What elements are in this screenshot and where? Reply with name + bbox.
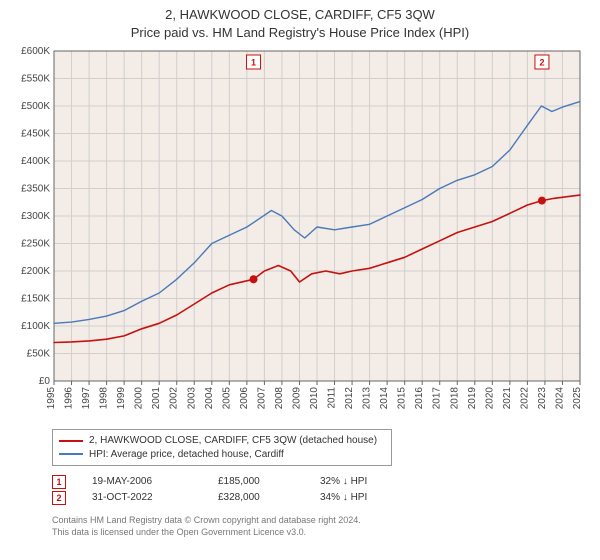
x-tick-label: 2012 (344, 387, 355, 410)
x-tick-label: 2007 (256, 387, 267, 410)
x-tick-label: 2010 (309, 387, 320, 410)
y-tick-label: £500K (21, 101, 50, 112)
legend: 2, HAWKWOOD CLOSE, CARDIFF, CF5 3QW (det… (52, 429, 392, 466)
y-tick-label: £600K (21, 46, 50, 57)
x-tick-label: 2013 (362, 387, 373, 410)
x-tick-label: 1996 (64, 387, 75, 410)
sale-badge: 1 (52, 475, 66, 489)
sale-date: 31-OCT-2022 (92, 490, 192, 506)
x-tick-label: 2020 (484, 387, 495, 410)
chart-title: 2, HAWKWOOD CLOSE, CARDIFF, CF5 3QW Pric… (10, 6, 590, 41)
sale-price: £328,000 (218, 490, 294, 506)
x-tick-label: 2002 (169, 387, 180, 410)
sales-table: 1 19-MAY-2006 £185,000 32% ↓ HPI 2 31-OCT-202… (52, 474, 586, 506)
y-tick-label: £550K (21, 74, 50, 85)
x-tick-label: 2005 (221, 387, 232, 410)
y-tick-label: £100K (21, 321, 50, 332)
legend-row: 2, HAWKWOOD CLOSE, CARDIFF, CF5 3QW (det… (59, 434, 385, 448)
y-tick-label: £300K (21, 211, 50, 222)
chart-title-line-1: 2, HAWKWOOD CLOSE, CARDIFF, CF5 3QW (10, 6, 590, 24)
y-tick-label: £50K (27, 349, 51, 360)
page-root: 2, HAWKWOOD CLOSE, CARDIFF, CF5 3QW Pric… (0, 0, 600, 560)
sale-marker-dot (250, 275, 258, 283)
y-tick-label: £400K (21, 156, 50, 167)
x-tick-label: 2006 (239, 387, 250, 410)
x-tick-label: 2001 (151, 387, 162, 410)
sale-marker-badge-number: 1 (251, 58, 256, 68)
sale-badge: 2 (52, 491, 66, 505)
y-tick-label: £450K (21, 129, 50, 140)
sale-date: 19-MAY-2006 (92, 474, 192, 490)
y-tick-label: £200K (21, 266, 50, 277)
x-tick-label: 2023 (537, 387, 548, 410)
sale-marker-badge-number: 2 (539, 58, 544, 68)
x-tick-label: 2011 (327, 387, 338, 409)
x-tick-label: 2021 (502, 387, 513, 410)
sale-delta: 32% ↓ HPI (320, 474, 406, 490)
x-tick-label: 2018 (449, 387, 460, 410)
sale-price: £185,000 (218, 474, 294, 490)
x-tick-label: 2019 (467, 387, 478, 410)
sale-delta: 34% ↓ HPI (320, 490, 406, 506)
price-chart: £0 £50K £100K £150K £200K £250K £300K £350K £400… (10, 43, 590, 423)
legend-label: HPI: Average price, detached house, Card… (89, 448, 284, 462)
chart-area: £0 £50K £100K £150K £200K £250K £300K £350K £400… (10, 43, 590, 423)
x-tick-label: 1999 (116, 387, 127, 410)
x-tick-label: 1995 (46, 387, 57, 410)
x-tick-label: 2003 (186, 387, 197, 410)
legend-swatch (59, 440, 83, 442)
x-tick-label: 2025 (572, 387, 583, 410)
x-tick-label: 1998 (99, 387, 110, 410)
y-tick-label: £150K (21, 294, 50, 305)
footnote-line-2: This data is licensed under the Open Gov… (52, 526, 586, 538)
legend-label: 2, HAWKWOOD CLOSE, CARDIFF, CF5 3QW (det… (89, 434, 377, 448)
footnote-line-1: Contains HM Land Registry data © Crown c… (52, 514, 586, 526)
x-tick-label: 2016 (414, 387, 425, 410)
sale-marker-dot (538, 197, 546, 205)
x-tick-label: 2017 (432, 387, 443, 410)
y-tick-label: £250K (21, 239, 50, 250)
y-tick-label: £0 (39, 376, 51, 387)
x-tick-label: 2008 (274, 387, 285, 410)
x-tick-label: 2015 (397, 387, 408, 410)
x-tick-label: 1997 (81, 387, 92, 410)
chart-title-line-2: Price paid vs. HM Land Registry's House … (10, 24, 590, 42)
sales-row: 2 31-OCT-2022 £328,000 34% ↓ HPI (52, 490, 586, 506)
x-tick-label: 2000 (134, 387, 145, 410)
x-tick-label: 2009 (291, 387, 302, 410)
legend-row: HPI: Average price, detached house, Card… (59, 448, 385, 462)
sales-row: 1 19-MAY-2006 £185,000 32% ↓ HPI (52, 474, 586, 490)
legend-swatch (59, 453, 83, 455)
x-tick-label: 2014 (379, 387, 390, 410)
x-tick-label: 2022 (519, 387, 530, 410)
footnote: Contains HM Land Registry data © Crown c… (52, 514, 586, 538)
y-tick-label: £350K (21, 184, 50, 195)
x-tick-label: 2004 (204, 387, 215, 410)
x-tick-label: 2024 (554, 387, 565, 410)
